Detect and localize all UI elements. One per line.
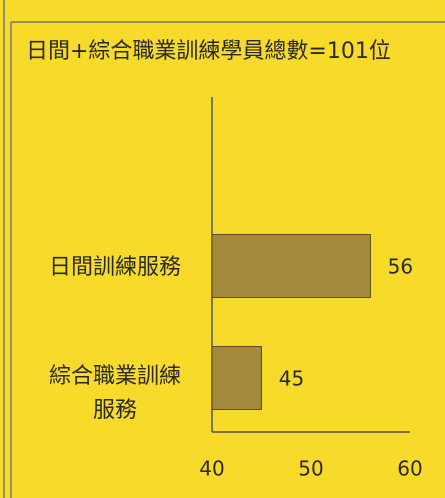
category-label: 日間訓練服務 — [48, 255, 181, 280]
category-label: 綜合職業訓練服務 — [48, 364, 181, 423]
bar — [211, 346, 262, 410]
bar — [211, 234, 371, 298]
chart-title: 日間+綜合職業訓練學員總數=101位 — [26, 39, 391, 64]
x-tick-label: 60 — [397, 457, 422, 481]
value-label: 45 — [279, 367, 304, 391]
x-tick-label: 40 — [199, 457, 224, 481]
value-label: 56 — [388, 255, 413, 279]
x-tick-label: 50 — [298, 457, 323, 481]
